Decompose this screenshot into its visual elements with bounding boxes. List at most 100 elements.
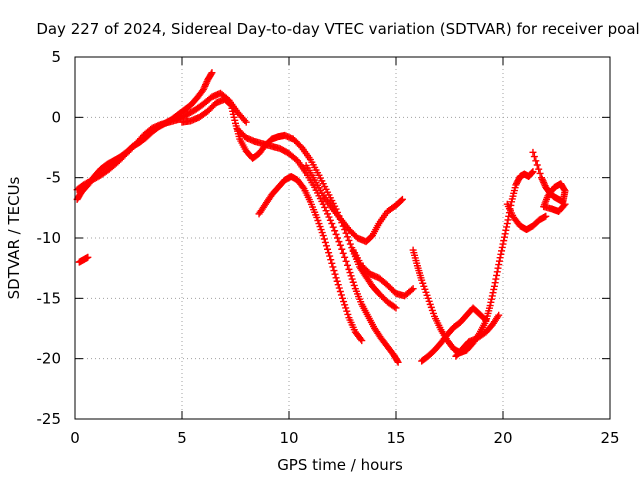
- data-point: [498, 243, 506, 251]
- series-arc-4: [178, 95, 400, 312]
- data-point: [320, 235, 328, 243]
- data-point: [322, 207, 330, 215]
- data-point: [348, 275, 356, 283]
- x-tick-label: 25: [600, 429, 619, 447]
- data-point: [332, 274, 340, 282]
- data-point: [329, 223, 337, 231]
- data-point: [343, 307, 351, 315]
- data-point: [340, 298, 348, 306]
- series-arc-11: [452, 311, 503, 360]
- data-point: [500, 237, 508, 245]
- tick-labels: 0 5 10 15 20 25 -25 -20 -15 -10 -5 0 5: [37, 48, 620, 447]
- data-point: [538, 174, 546, 182]
- series-arc-3: [73, 89, 250, 194]
- data-point: [538, 175, 546, 183]
- x-tick-label: 20: [493, 429, 512, 447]
- plot-frame: [74, 56, 611, 420]
- data-point: [349, 278, 357, 286]
- data-point: [341, 253, 349, 261]
- data-point: [487, 298, 495, 306]
- data-point: [532, 157, 540, 165]
- series-arc-5: [234, 125, 402, 366]
- data-point: [338, 245, 346, 253]
- data-point: [540, 180, 548, 188]
- data-point: [481, 315, 489, 323]
- y-tick-label: -10: [37, 229, 62, 247]
- data-point: [409, 285, 417, 293]
- data-point: [242, 118, 250, 126]
- data-point: [490, 282, 498, 290]
- series-arc-8: [349, 246, 417, 300]
- data-point: [530, 153, 538, 161]
- data-point: [199, 86, 207, 94]
- y-tick-label: -15: [37, 289, 62, 307]
- data-point: [503, 220, 511, 228]
- x-tick-label: 10: [279, 429, 298, 447]
- data-point: [347, 272, 355, 280]
- data-point: [330, 267, 338, 275]
- data-point: [325, 249, 333, 257]
- data-point: [560, 201, 568, 209]
- data-point: [326, 216, 334, 224]
- data-point: [345, 236, 353, 244]
- data-point: [539, 177, 547, 185]
- data-point: [345, 265, 353, 273]
- data-point: [334, 234, 342, 242]
- data-point: [332, 230, 340, 238]
- data-point: [494, 264, 502, 272]
- data-point: [482, 316, 490, 324]
- series-arc-7: [302, 162, 406, 246]
- data-point: [342, 229, 350, 237]
- data-point: [336, 287, 344, 295]
- series-arc-2: [75, 253, 92, 266]
- data-point: [500, 233, 508, 241]
- data-point: [331, 270, 339, 278]
- data-point: [561, 200, 569, 208]
- data-point: [357, 335, 365, 343]
- data-point: [408, 286, 416, 294]
- data-point: [208, 69, 216, 77]
- data-point: [335, 238, 343, 246]
- data-point: [200, 84, 208, 92]
- data-point: [339, 294, 346, 302]
- data-point: [394, 358, 402, 366]
- data-point: [491, 279, 499, 287]
- data-point: [498, 247, 506, 255]
- data-point: [535, 165, 543, 173]
- data-point: [319, 232, 327, 240]
- data-point: [393, 357, 401, 365]
- data-point: [493, 271, 501, 279]
- data-point: [497, 250, 505, 258]
- data-point: [324, 245, 332, 253]
- data-point: [542, 212, 550, 220]
- data-point: [358, 337, 366, 345]
- data-point: [324, 210, 332, 218]
- data-point: [201, 82, 209, 90]
- data-point: [528, 169, 536, 177]
- data-point: [540, 178, 548, 186]
- data-point: [241, 117, 249, 125]
- y-axis-label: SDTVAR / TECUs: [5, 176, 23, 299]
- data-point: [342, 304, 350, 312]
- data-point: [343, 261, 351, 269]
- data-point: [533, 161, 541, 169]
- series-arc-13: [529, 148, 569, 215]
- data-point: [502, 226, 510, 234]
- y-tick-label: 0: [51, 108, 61, 126]
- data-point: [327, 256, 335, 264]
- data-point: [536, 169, 544, 177]
- data-point: [226, 100, 234, 108]
- x-tick-label: 15: [386, 429, 405, 447]
- data-point: [489, 289, 497, 297]
- data-point: [331, 227, 339, 235]
- data-point: [321, 203, 329, 211]
- data-point: [325, 213, 333, 221]
- data-point: [494, 313, 502, 321]
- data-point: [84, 253, 92, 261]
- data-point: [337, 291, 345, 299]
- data-point: [299, 183, 307, 191]
- data-point: [321, 238, 329, 246]
- data-point: [495, 257, 503, 265]
